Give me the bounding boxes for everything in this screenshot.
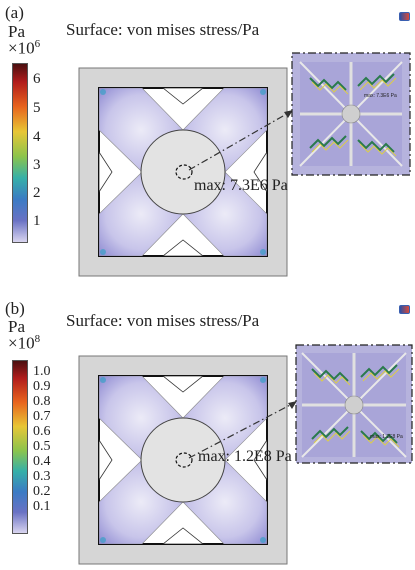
stress-plot: max: 1.2E8 Pa [78,344,413,565]
colorbar-tick: 0.8 [33,394,51,409]
colorbar-tick: 5 [33,100,41,116]
colorbar-tick: 0.5 [33,439,51,454]
max-value-label: max: 1.2E8 Pa [198,448,292,465]
colorbar-tick: 0.3 [33,469,51,484]
colorbar-tick: 0.4 [33,454,51,469]
colorbar [12,360,28,534]
panel-tag: (b) [5,299,25,318]
plot-title: Surface: von mises stress/Pa [66,20,260,39]
leader-line [188,402,295,459]
plot-title: Surface: von mises stress/Pa [66,311,260,330]
colorbar-tick: 2 [33,185,41,201]
colorbar-tick: 1 [33,213,41,229]
inset-max-label: max: 1.2E8 Pa [370,434,403,440]
legend-icon [399,305,410,314]
inset-structure [301,352,407,458]
colorbar-scale: ×108 [8,333,41,353]
colorbar-tick: 0.2 [33,484,51,499]
max-marker [175,452,193,468]
colorbar-tick: 0.7 [33,409,51,424]
colorbar [12,63,28,243]
colorbar-tick: 1.0 [33,364,51,379]
inset-max-label: max: 7.3E6 Pa [364,93,397,99]
colorbar-unit: Pa [8,22,25,41]
leader-line [188,111,291,171]
proof-mass [140,129,226,215]
panel-tag: (a) [5,3,24,22]
colorbar-tick: 0.9 [33,379,51,394]
colorbar-unit: Pa [8,317,25,336]
stress-plot: max: 7.3E6 Pa [78,52,411,277]
colorbar-tick: 6 [33,71,41,87]
legend-icon [399,12,410,21]
panel-b: (b) Surface: von mises stress/Pa Pa ×108… [0,285,415,570]
colorbar-tick: 4 [33,129,41,145]
colorbar-tick: 3 [33,157,41,173]
max-marker [175,164,193,180]
colorbar-tick: 0.6 [33,424,51,439]
colorbar-tick: 0.1 [33,499,51,514]
proof-mass [140,417,226,503]
colorbar-scale: ×106 [8,38,41,58]
panel-a: (a) Surface: von mises stress/Pa Pa ×106… [5,3,411,277]
inset-structure [299,61,403,167]
max-value-label: max: 7.3E6 Pa [194,177,288,194]
